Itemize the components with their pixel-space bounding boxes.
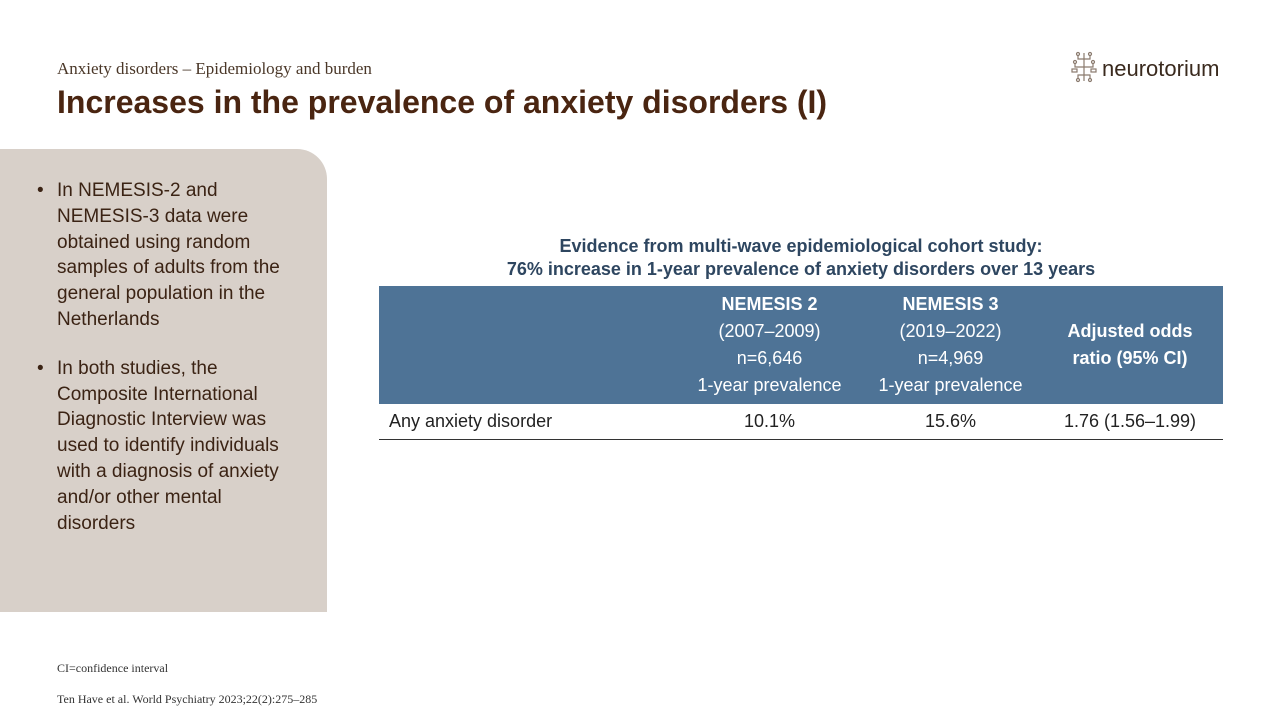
odds-ratio-value: 1.76 (1.56–1.99): [1037, 404, 1223, 440]
table-heading: Evidence from multi-wave epidemiological…: [379, 235, 1223, 281]
row-label: Any anxiety disorder: [379, 404, 675, 440]
header-nemesis3-name: NEMESIS 3: [902, 294, 999, 314]
header-odds-ratio: Adjusted odds ratio (95% CI): [1037, 286, 1223, 404]
bullet-item: In NEMESIS-2 and NEMESIS-3 data were obt…: [37, 178, 299, 333]
logo: neurotorium: [1070, 51, 1220, 88]
abbreviation-footnote: CI=confidence interval: [57, 661, 169, 675]
header-nemesis3: NEMESIS 3 (2019–2022) n=4,969 1-year pre…: [864, 286, 1037, 404]
bullet-list: In NEMESIS-2 and NEMESIS-3 data were obt…: [37, 178, 299, 559]
table-row: Any anxiety disorder 10.1% 15.6% 1.76 (1…: [379, 404, 1223, 440]
header-nemesis2-n: n=6,646: [736, 348, 803, 368]
nemesis2-value: 10.1%: [675, 404, 864, 440]
neurotorium-logo-icon: [1070, 51, 1098, 88]
header-odds-ratio-line1: Adjusted odds: [1067, 321, 1193, 341]
header-nemesis2-years: (2007–2009): [718, 321, 821, 341]
page-title: Increases in the prevalence of anxiety d…: [57, 84, 828, 120]
reference-footnote: Ten Have et al. World Psychiatry 2023;22…: [57, 692, 318, 706]
logo-text: neurotorium: [1102, 56, 1220, 81]
header-nemesis3-n: n=4,969: [917, 348, 984, 368]
sidebar-panel: In NEMESIS-2 and NEMESIS-3 data were obt…: [0, 149, 327, 612]
prevalence-table: NEMESIS 2 (2007–2009) n=6,646 1-year pre…: [379, 286, 1223, 440]
table-header-row: NEMESIS 2 (2007–2009) n=6,646 1-year pre…: [379, 286, 1223, 404]
header-nemesis3-measure: 1-year prevalence: [878, 375, 1023, 395]
table-heading-line1: Evidence from multi-wave epidemiological…: [559, 236, 1043, 256]
header-nemesis2-name: NEMESIS 2: [721, 294, 818, 314]
nemesis3-value: 15.6%: [864, 404, 1037, 440]
header-nemesis2: NEMESIS 2 (2007–2009) n=6,646 1-year pre…: [675, 286, 864, 404]
header-odds-ratio-line2: ratio (95% CI): [1072, 348, 1188, 368]
header-nemesis2-measure: 1-year prevalence: [697, 375, 842, 395]
header-nemesis3-years: (2019–2022): [899, 321, 1002, 341]
bullet-item: In both studies, the Composite Internati…: [37, 356, 299, 537]
section-subtitle: Anxiety disorders – Epidemiology and bur…: [57, 59, 372, 78]
header-empty-cell: [379, 286, 675, 404]
table-heading-line2: 76% increase in 1-year prevalence of anx…: [506, 259, 1096, 279]
